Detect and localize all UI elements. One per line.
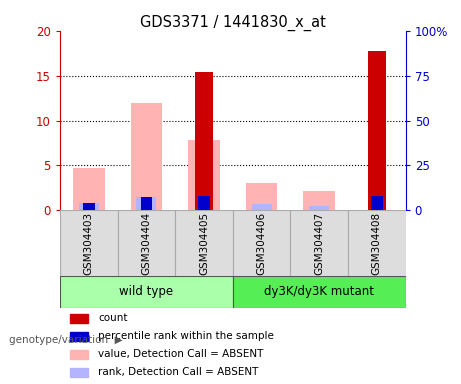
- Bar: [233, 276, 406, 308]
- Text: count: count: [98, 313, 127, 323]
- Bar: [195, 72, 213, 210]
- Bar: [73, 168, 105, 210]
- Bar: [303, 190, 335, 210]
- Bar: [252, 204, 272, 210]
- Bar: [60, 210, 118, 276]
- Text: GSM304405: GSM304405: [199, 212, 209, 275]
- Text: GSM304404: GSM304404: [142, 212, 151, 275]
- Bar: [198, 196, 210, 210]
- Title: GDS3371 / 1441830_x_at: GDS3371 / 1441830_x_at: [140, 15, 326, 31]
- Bar: [371, 195, 383, 210]
- Bar: [70, 314, 88, 323]
- Text: dy3K/dy3K mutant: dy3K/dy3K mutant: [264, 285, 374, 298]
- Bar: [368, 51, 385, 210]
- Bar: [83, 203, 95, 210]
- Bar: [246, 184, 278, 210]
- Text: genotype/variation  ▶: genotype/variation ▶: [9, 335, 123, 345]
- Bar: [130, 103, 162, 210]
- Bar: [175, 210, 233, 276]
- Text: GSM304406: GSM304406: [257, 212, 266, 275]
- Bar: [348, 210, 406, 276]
- Bar: [70, 367, 88, 377]
- Bar: [309, 206, 329, 210]
- Text: rank, Detection Call = ABSENT: rank, Detection Call = ABSENT: [98, 367, 258, 377]
- Bar: [233, 210, 290, 276]
- Text: GSM304403: GSM304403: [84, 212, 94, 275]
- Bar: [136, 197, 156, 210]
- Bar: [188, 140, 220, 210]
- Bar: [60, 276, 233, 308]
- Bar: [290, 210, 348, 276]
- Bar: [70, 332, 88, 341]
- Text: wild type: wild type: [119, 285, 173, 298]
- Text: percentile rank within the sample: percentile rank within the sample: [98, 331, 274, 341]
- Bar: [118, 210, 175, 276]
- Text: value, Detection Call = ABSENT: value, Detection Call = ABSENT: [98, 349, 263, 359]
- Bar: [79, 203, 99, 210]
- Bar: [70, 349, 88, 359]
- Text: GSM304408: GSM304408: [372, 212, 382, 275]
- Bar: [141, 197, 152, 210]
- Text: GSM304407: GSM304407: [314, 212, 324, 275]
